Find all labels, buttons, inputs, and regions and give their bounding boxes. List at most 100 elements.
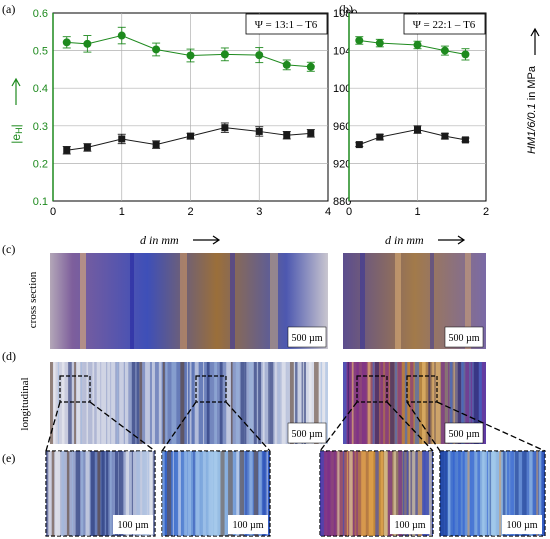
micrograph-stripe [151, 362, 155, 444]
micrograph-stripe [214, 362, 217, 444]
data-point-circle [413, 40, 422, 49]
micrograph-c1 [50, 253, 328, 349]
micrograph-stripe [536, 451, 539, 536]
micrograph-stripe [529, 451, 533, 536]
x-arrow-a [193, 235, 221, 245]
micrograph-stripe [74, 362, 77, 444]
micrograph-e1-texture [46, 451, 155, 536]
micrograph-stripe [97, 451, 101, 536]
micrograph-stripe [136, 362, 140, 444]
micrograph-stripe [295, 362, 298, 444]
micrograph-stripe [236, 451, 240, 536]
micrograph-stripe [380, 362, 384, 444]
micrograph-c1-texture [80, 253, 278, 349]
data-point-circle [186, 51, 195, 60]
micrograph-stripe [145, 362, 150, 444]
micrograph-stripe [343, 362, 347, 444]
micrograph-stripe [337, 451, 340, 536]
scalebar-e1: 100 µm [117, 520, 148, 531]
panel-label-e: (e) [2, 451, 15, 465]
micrograph-stripe [489, 451, 491, 536]
data-point-circle [220, 50, 229, 59]
y-axis-label-right: HM1/6/0.1 in MPa [526, 65, 538, 154]
y-axis-label-left: |eH| [9, 124, 24, 143]
micrograph-stripe [172, 451, 174, 536]
micrograph-stripe [184, 451, 188, 536]
micrograph-stripe [101, 362, 107, 444]
micrograph-stripe [514, 451, 519, 536]
micrograph-stripe [187, 451, 192, 536]
micrograph-stripe [361, 451, 366, 536]
scalebar-c2: 500 µm [448, 333, 479, 344]
micrograph-stripe [457, 362, 462, 444]
micrograph-stripe [368, 451, 374, 536]
micrograph-stripe [275, 362, 277, 444]
micrograph-stripe [482, 451, 485, 536]
micrograph-stripe [470, 362, 473, 444]
micrograph-stripe [142, 451, 147, 536]
scalebar-box-d1 [287, 422, 327, 444]
data-point-square [414, 126, 421, 134]
scalebar-box-e4 [502, 515, 542, 534]
micrograph-stripe [428, 451, 432, 536]
micrograph-stripe [80, 451, 84, 536]
micrograph-stripe [106, 451, 109, 536]
micrograph-stripe [449, 362, 453, 444]
data-point-square [83, 143, 91, 151]
y-tick-label-left: 0.4 [33, 83, 48, 95]
micrograph-stripe [352, 451, 355, 536]
micrograph-stripe [543, 451, 545, 536]
y-tick-label-right: 920 [333, 158, 351, 170]
y-tick-label-right: 880 [333, 196, 351, 208]
micrograph-stripe [195, 451, 200, 536]
micrograph-stripe [51, 451, 55, 536]
scalebar-d1: 500 µm [291, 429, 322, 440]
micrograph-c2-texture [360, 253, 471, 349]
y-tick-label-left: 0.3 [33, 121, 48, 133]
micrograph-stripe [320, 362, 323, 444]
micrograph-stripe [162, 451, 165, 536]
micrograph-stripe [244, 451, 248, 536]
micrograph-stripe [53, 362, 56, 444]
micrograph-stripe [406, 451, 409, 536]
data-point-square [221, 124, 229, 132]
micrograph-stripe [448, 362, 450, 444]
micrograph-stripe [50, 362, 53, 444]
micrograph-stripe [118, 451, 124, 536]
micrograph-stripe [66, 451, 70, 536]
scalebar-d2: 500 µm [448, 429, 479, 440]
zoom-box-d1-right [195, 375, 227, 403]
micrograph-stripe [230, 362, 233, 444]
x-tick-label: 3 [256, 206, 262, 218]
micrograph-stripe [346, 451, 349, 536]
micrograph-stripe [266, 451, 268, 536]
x-tick-label: 2 [483, 206, 489, 218]
micrograph-stripe [139, 362, 143, 444]
data-point-circle [440, 46, 449, 55]
panel-label-a: (a) [2, 2, 15, 16]
micrograph-stripe [194, 362, 199, 444]
micrograph-stripe [226, 362, 231, 444]
micrograph-stripe [432, 362, 435, 444]
micrograph-stripe [428, 362, 431, 444]
micrograph-stripe [165, 362, 168, 444]
micrograph-stripe [384, 451, 388, 536]
micrograph-stripe [499, 451, 502, 536]
data-point-circle [375, 39, 384, 48]
data-point-square [307, 129, 315, 137]
micrograph-stripe [372, 362, 375, 444]
data-point-circle [306, 62, 315, 71]
y-tick-label-left: 0.6 [33, 8, 48, 20]
micrograph-stripe [111, 362, 116, 444]
micrograph-e4-texture [440, 451, 545, 536]
micrograph-stripe [55, 451, 61, 536]
x-axis-label-b: d in mm [385, 233, 424, 247]
micrograph-stripe [158, 362, 162, 444]
micrograph-e3-texture [320, 451, 432, 536]
scalebar-box-d2 [444, 422, 484, 444]
micrograph-stripe [186, 362, 188, 444]
micrograph-stripe [394, 362, 398, 444]
micrograph-stripe [510, 451, 514, 536]
scalebar-c1: 500 µm [291, 333, 322, 344]
